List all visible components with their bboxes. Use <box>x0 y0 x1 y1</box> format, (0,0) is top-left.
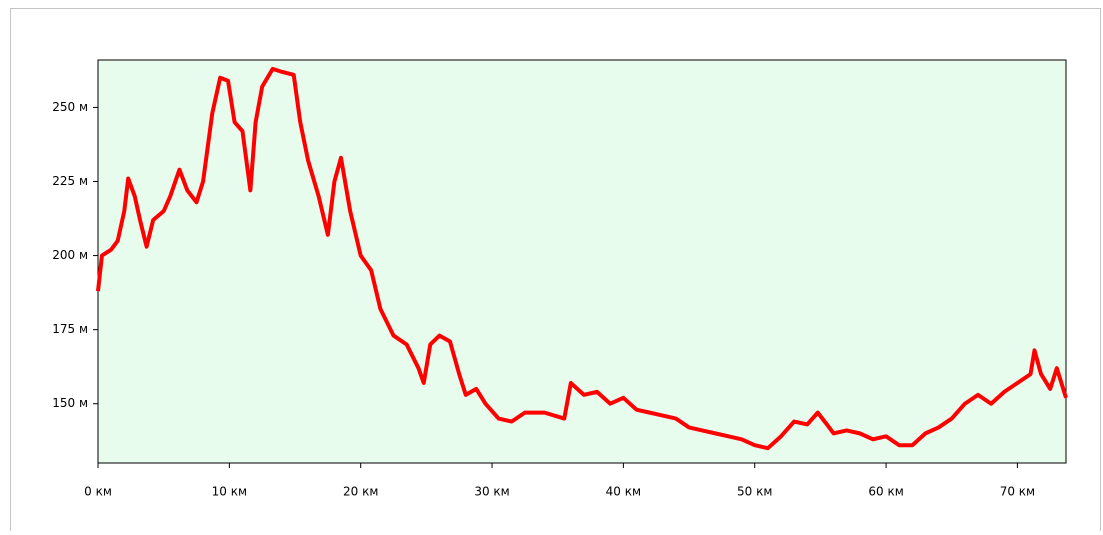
x-tick-label: 20 км <box>343 485 378 499</box>
elevation-line <box>96 66 1068 451</box>
x-tick-label: 70 км <box>1000 485 1035 499</box>
y-tick-label: 225 м <box>52 174 88 188</box>
y-tick-label: 200 м <box>52 248 88 262</box>
x-tick-label: 10 км <box>212 485 247 499</box>
y-tick-label: 250 м <box>52 100 88 114</box>
plot-area <box>97 59 1067 464</box>
x-tick-label: 60 км <box>868 485 903 499</box>
y-tick-label: 150 м <box>52 396 88 410</box>
x-tick-label: 40 км <box>606 485 641 499</box>
x-tick-label: 50 км <box>737 485 772 499</box>
x-tick-label: 0 км <box>84 485 112 499</box>
y-tick-label: 175 м <box>52 322 88 336</box>
x-tick-label: 30 км <box>474 485 509 499</box>
frame <box>10 8 1101 535</box>
